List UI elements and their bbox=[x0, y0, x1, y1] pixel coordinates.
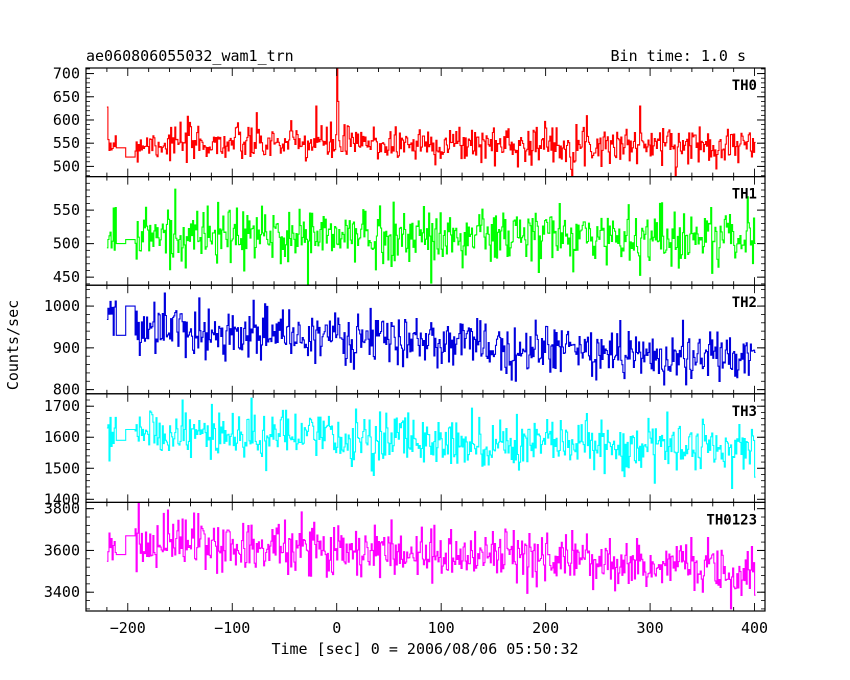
x-tick-label: 100 bbox=[428, 619, 455, 637]
x-tick-label: 200 bbox=[532, 619, 559, 637]
series-line-th2 bbox=[106, 292, 756, 386]
y-tick-label: 1700 bbox=[44, 397, 80, 415]
y-tick-label: 550 bbox=[53, 134, 80, 152]
series-line-th3 bbox=[106, 397, 756, 489]
x-tick-label: 0 bbox=[332, 619, 341, 637]
y-tick-label: 3600 bbox=[44, 541, 80, 559]
y-tick-label: 1400 bbox=[44, 490, 80, 508]
y-tick-label: 1500 bbox=[44, 459, 80, 477]
y-tick-label: 800 bbox=[53, 381, 80, 399]
series-line-th0123 bbox=[106, 502, 756, 610]
chart-title: ae060806055032_wam1_trn bbox=[86, 47, 294, 65]
panel-label: TH2 bbox=[732, 295, 757, 311]
x-tick-label: 300 bbox=[637, 619, 664, 637]
y-tick-label: 3400 bbox=[44, 583, 80, 601]
bin-time-label: Bin time: 1.0 s bbox=[611, 47, 746, 65]
series-line-th0 bbox=[106, 68, 756, 177]
y-tick-label: 1000 bbox=[44, 297, 80, 315]
panel-th0123: 3400 3600 3800 TH0123 bbox=[44, 500, 766, 612]
panel-th0: 500 550 600 650 700 TH0 bbox=[53, 65, 766, 178]
x-tick-label: −100 bbox=[214, 619, 250, 637]
x-axis: −200 −100 0 100 200 300 400 bbox=[110, 619, 768, 637]
series-line-th1 bbox=[106, 188, 756, 286]
y-tick-label: 500 bbox=[53, 235, 80, 253]
panels-group: 500 550 600 650 700 TH0 450 500 550 TH1 800 900 1000… bbox=[44, 65, 766, 612]
y-tick-label: 500 bbox=[53, 157, 80, 175]
x-tick-label: 400 bbox=[741, 619, 768, 637]
x-axis-label: Time [sec] 0 = 2006/08/06 05:50:32 bbox=[271, 640, 578, 658]
y-tick-label: 550 bbox=[53, 201, 80, 219]
panel-label: TH0 bbox=[732, 78, 757, 94]
x-tick-label: −200 bbox=[110, 619, 146, 637]
y-tick-label: 900 bbox=[53, 339, 80, 357]
panel-frame bbox=[85, 501, 766, 612]
panel-th3: 1400 1500 1600 1700 TH3 bbox=[44, 393, 766, 508]
panel-label: TH3 bbox=[732, 404, 757, 420]
panel-th2: 800 900 1000 TH2 bbox=[44, 284, 766, 399]
y-tick-label: 450 bbox=[53, 268, 80, 286]
y-tick-label: 700 bbox=[53, 65, 80, 83]
panel-label: TH1 bbox=[732, 187, 757, 203]
y-tick-label: 650 bbox=[53, 88, 80, 106]
y-tick-label: 3800 bbox=[44, 500, 80, 518]
y-tick-label: 600 bbox=[53, 111, 80, 129]
panel-th1: 450 500 550 TH1 bbox=[53, 176, 766, 286]
y-tick-label: 1600 bbox=[44, 428, 80, 446]
y-axis-label: Counts/sec bbox=[4, 300, 22, 390]
panel-label: TH0123 bbox=[706, 512, 757, 528]
